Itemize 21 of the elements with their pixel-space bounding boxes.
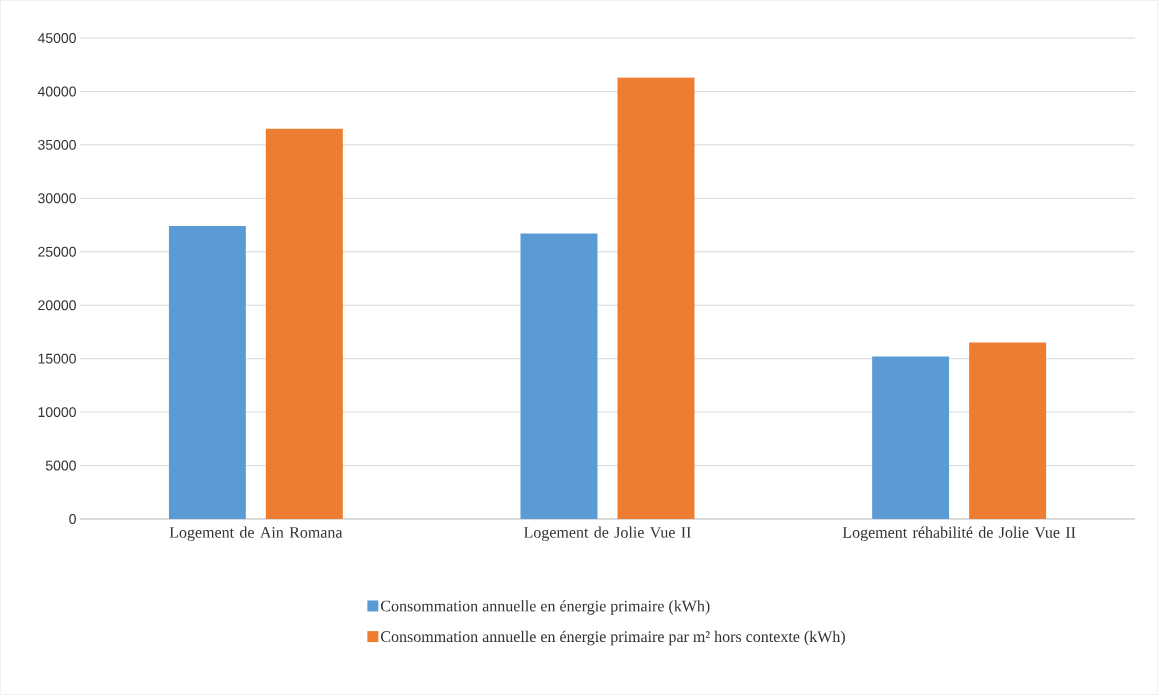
bar bbox=[520, 233, 598, 519]
y-tick-label: 35000 bbox=[38, 139, 76, 150]
y-tick-label: 5000 bbox=[45, 460, 76, 471]
x-tick-label: Logement de Ain Romana bbox=[169, 526, 343, 542]
y-tick-label: 0 bbox=[69, 514, 76, 524]
y-tick-label: 20000 bbox=[38, 300, 76, 311]
bar bbox=[969, 342, 1047, 519]
x-tick-label: Logement réhabilité de Jolie Vue II bbox=[842, 526, 1076, 542]
legend-label: Consommation annuelle en énergie primaire par m² hors contexte (kWh) bbox=[381, 630, 845, 646]
bar bbox=[265, 128, 343, 519]
y-tick-label: 25000 bbox=[38, 246, 76, 257]
bar bbox=[168, 226, 246, 519]
bar bbox=[872, 356, 950, 519]
y-tick-label: 40000 bbox=[37, 86, 76, 97]
y-tick-label: 30000 bbox=[38, 193, 76, 204]
legend-label: Consommation annuelle en énergie primaire (kWh) bbox=[381, 600, 710, 615]
x-tick-label: Logement de Jolie Vue II bbox=[524, 526, 691, 542]
y-tick-label: 15000 bbox=[38, 353, 76, 364]
y-tick-label: 10000 bbox=[38, 407, 76, 418]
bar bbox=[617, 77, 695, 519]
y-tick-label: 45000 bbox=[37, 33, 76, 43]
